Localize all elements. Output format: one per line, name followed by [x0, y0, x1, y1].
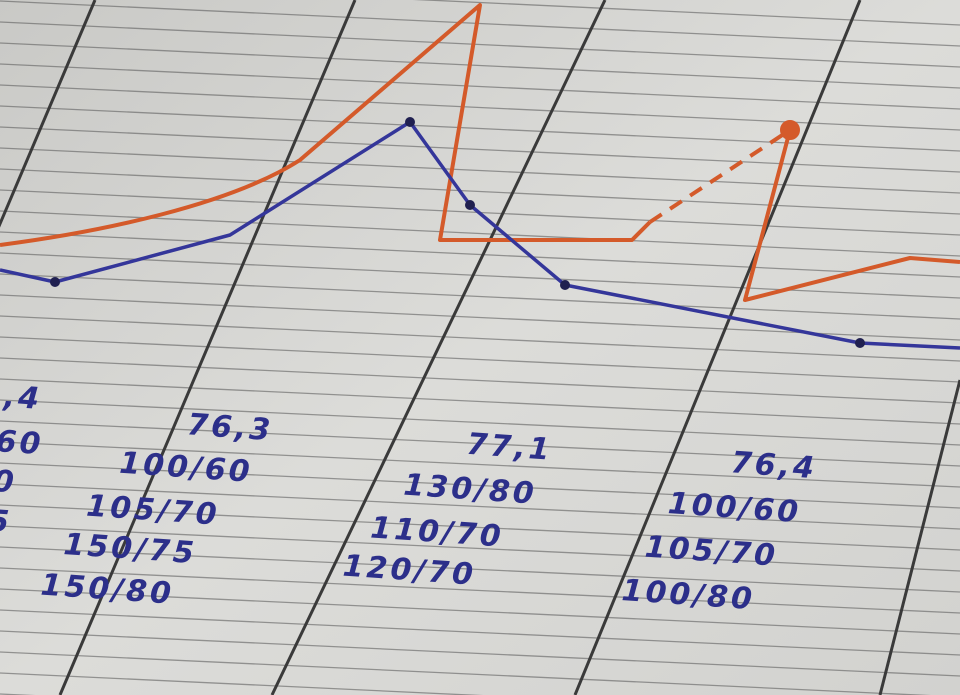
ruled-line [0, 588, 960, 635]
orange-line [0, 3, 652, 247]
orange-dashed [648, 128, 792, 224]
weight: 76,4 [730, 445, 818, 486]
weight: 76,3 [186, 407, 274, 448]
ruled-line [0, 21, 960, 68]
fragment: 60 [0, 424, 45, 462]
ruled-line [0, 420, 960, 467]
column-line [58, 0, 357, 695]
blue-point [465, 200, 475, 210]
orange-point [780, 120, 800, 140]
ruled-line [0, 609, 960, 656]
ruled-line [0, 525, 960, 572]
ruled-line [0, 357, 960, 404]
ruled-line [0, 315, 960, 362]
ruled-line [0, 483, 960, 530]
blue-point [50, 277, 60, 287]
blue-curve [0, 120, 960, 350]
blue-point [560, 280, 570, 290]
fragment: 5 [0, 504, 13, 541]
ruled-line [0, 567, 960, 614]
ruled-line [0, 252, 960, 299]
orange-curve [0, 3, 960, 302]
ruled-line [0, 651, 932, 695]
ruled-line [0, 504, 960, 551]
ruled-line [0, 42, 960, 89]
orange-line [743, 129, 960, 302]
ruled-line [0, 63, 960, 110]
fragment: ,4 [1, 379, 44, 417]
ruled-line [0, 546, 960, 593]
ruled-line [0, 231, 960, 278]
column-line [573, 0, 862, 695]
ruled-line [0, 0, 960, 47]
ruled-line [0, 378, 960, 425]
column-line [878, 379, 960, 695]
ruled-line [0, 630, 960, 677]
blue-point [855, 338, 865, 348]
ruled-line [0, 441, 960, 488]
ruled-line [0, 126, 960, 173]
weight: 77,1 [465, 427, 553, 468]
fragment: 0 [0, 464, 18, 501]
blue-point [405, 117, 415, 127]
blue-points [50, 117, 865, 348]
ruled-line [0, 273, 960, 320]
ruled-line [0, 462, 960, 509]
ruled-line [0, 672, 484, 695]
ruled-line [0, 84, 960, 131]
ruled-line [0, 399, 960, 446]
blue-line [0, 120, 960, 350]
ruled-line [0, 210, 960, 257]
ruled-line [0, 147, 960, 194]
ruled-line [0, 168, 960, 215]
ruled-line [412, 0, 960, 26]
column-line [0, 0, 97, 228]
ruled-line [0, 336, 960, 383]
column-line [270, 0, 607, 695]
